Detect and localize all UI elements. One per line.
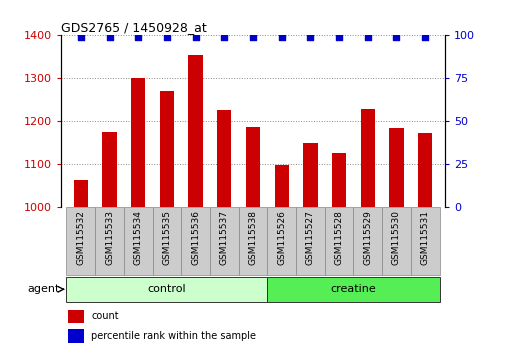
- Bar: [74, 180, 88, 207]
- Bar: [274, 165, 288, 207]
- Text: GSM115533: GSM115533: [105, 210, 114, 265]
- FancyBboxPatch shape: [324, 207, 353, 275]
- Bar: [160, 91, 174, 207]
- Text: GDS2765 / 1450928_at: GDS2765 / 1450928_at: [61, 21, 206, 34]
- FancyBboxPatch shape: [238, 207, 267, 275]
- Bar: [68, 330, 84, 343]
- Text: GSM115537: GSM115537: [219, 210, 228, 265]
- Bar: [217, 110, 231, 207]
- Point: [220, 34, 228, 40]
- FancyBboxPatch shape: [181, 207, 210, 275]
- Text: GSM115528: GSM115528: [334, 210, 343, 265]
- Bar: [131, 78, 145, 207]
- Point: [306, 34, 314, 40]
- Text: GSM115527: GSM115527: [306, 210, 314, 265]
- Text: GSM115538: GSM115538: [248, 210, 257, 265]
- Text: GSM115536: GSM115536: [191, 210, 199, 265]
- Point: [334, 34, 342, 40]
- Bar: [68, 310, 84, 323]
- Point: [363, 34, 371, 40]
- FancyBboxPatch shape: [95, 207, 124, 275]
- Point: [277, 34, 285, 40]
- Text: GSM115534: GSM115534: [133, 210, 142, 265]
- Point: [420, 34, 428, 40]
- Bar: [102, 132, 117, 207]
- Text: percentile rank within the sample: percentile rank within the sample: [91, 331, 256, 341]
- Bar: [302, 143, 317, 207]
- Text: GSM115529: GSM115529: [363, 210, 372, 265]
- Text: GSM115532: GSM115532: [76, 210, 85, 265]
- Text: GSM115526: GSM115526: [277, 210, 286, 265]
- Text: agent: agent: [28, 284, 60, 294]
- Bar: [417, 133, 431, 207]
- Text: GSM115530: GSM115530: [391, 210, 400, 265]
- FancyBboxPatch shape: [267, 277, 439, 302]
- Text: count: count: [91, 312, 119, 321]
- Point: [248, 34, 257, 40]
- Point: [77, 34, 85, 40]
- FancyBboxPatch shape: [295, 207, 324, 275]
- Bar: [360, 109, 374, 207]
- Bar: [388, 129, 403, 207]
- FancyBboxPatch shape: [152, 207, 181, 275]
- Text: control: control: [147, 284, 186, 294]
- Text: creatine: creatine: [330, 284, 376, 294]
- Point: [105, 34, 113, 40]
- FancyBboxPatch shape: [210, 207, 238, 275]
- FancyBboxPatch shape: [124, 207, 152, 275]
- FancyBboxPatch shape: [410, 207, 439, 275]
- FancyBboxPatch shape: [353, 207, 381, 275]
- Point: [134, 34, 142, 40]
- FancyBboxPatch shape: [66, 207, 95, 275]
- Point: [392, 34, 400, 40]
- Bar: [331, 153, 345, 207]
- Text: GSM115535: GSM115535: [162, 210, 171, 265]
- Point: [163, 34, 171, 40]
- FancyBboxPatch shape: [66, 277, 267, 302]
- Bar: [188, 55, 203, 207]
- Bar: [245, 127, 260, 207]
- Text: GSM115531: GSM115531: [420, 210, 429, 265]
- FancyBboxPatch shape: [267, 207, 295, 275]
- Point: [191, 34, 199, 40]
- FancyBboxPatch shape: [381, 207, 410, 275]
